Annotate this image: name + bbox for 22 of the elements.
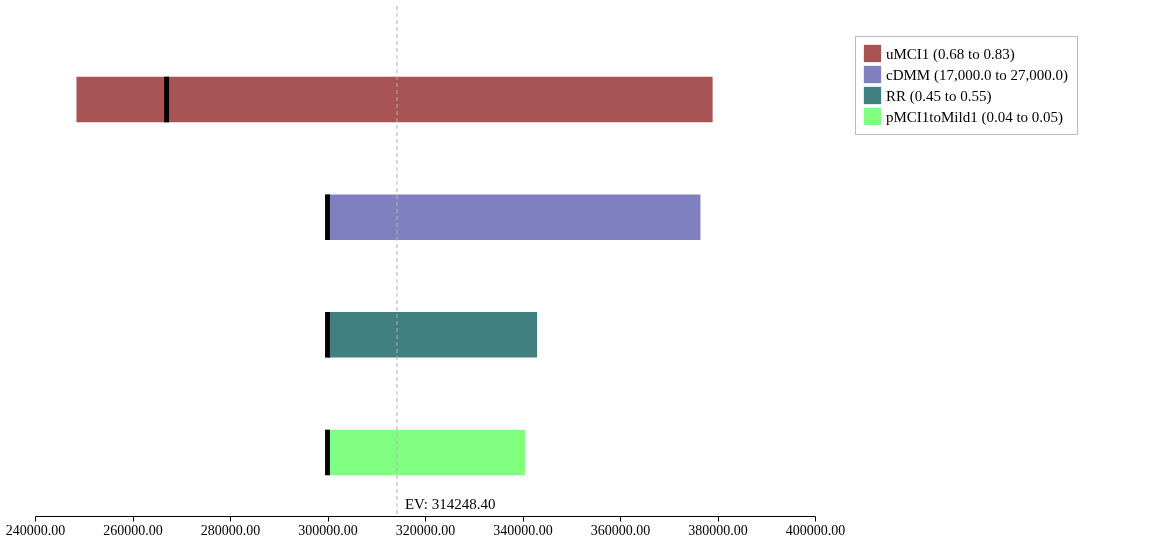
x-tick-label: 300000.00 bbox=[298, 522, 358, 538]
bar bbox=[325, 194, 330, 240]
bar bbox=[327, 429, 525, 476]
bar bbox=[325, 312, 330, 358]
x-tick-label: 360000.00 bbox=[590, 522, 651, 538]
bar bbox=[76, 76, 713, 123]
legend-label: RR (0.45 to 0.55) bbox=[886, 87, 992, 105]
x-tick-label: 260000.00 bbox=[103, 522, 163, 538]
bar bbox=[164, 76, 170, 123]
bar bbox=[327, 194, 701, 240]
bar bbox=[327, 312, 538, 358]
x-tick-label: 340000.00 bbox=[493, 522, 553, 538]
x-tick-label: 320000.00 bbox=[395, 522, 456, 538]
legend-label: cDMM (17,000.0 to 27,000.0) bbox=[886, 66, 1069, 84]
x-tick-label: 400000.00 bbox=[785, 522, 846, 538]
x-tick-label: 380000.00 bbox=[688, 522, 748, 538]
legend-label: pMCI1toMild1 (0.04 to 0.05) bbox=[886, 108, 1064, 126]
legend-label: uMCI1 (0.68 to 0.83) bbox=[886, 45, 1015, 63]
ref-line-label: EV: 314248.40 bbox=[404, 496, 496, 512]
x-tick-label: 280000.00 bbox=[200, 522, 261, 538]
bar bbox=[325, 429, 330, 476]
x-tick-label: 240000.00 bbox=[5, 522, 66, 538]
